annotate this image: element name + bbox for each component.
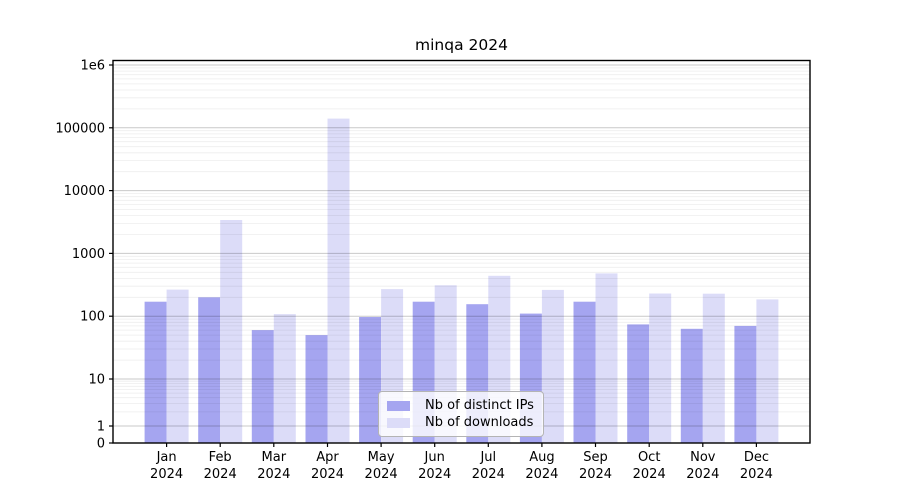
legend-swatch-downloads [387, 417, 410, 428]
bar-downloads-nov [702, 293, 725, 443]
x-tick-label-month: May [368, 450, 395, 465]
legend-swatch-distinct-ips [387, 400, 410, 411]
y-tick-label: 1 [97, 420, 105, 435]
x-tick-label-month: Sep [583, 450, 608, 465]
bar-downloads-jan [166, 289, 189, 443]
y-tick-label: 1000 [72, 247, 105, 262]
x-tick-label-month: Feb [209, 450, 232, 465]
legend-label-downloads: Nb of downloads [425, 415, 534, 430]
x-tick-label-year: 2024 [204, 467, 237, 482]
x-tick-label-month: Apr [316, 450, 339, 465]
legend: Nb of distinct IPs Nb of downloads [378, 391, 544, 437]
legend-label-distinct-ips: Nb of distinct IPs [425, 398, 534, 413]
y-tick-label: 0 [97, 437, 105, 452]
bar-downloads-mar [273, 314, 296, 443]
x-axis: Jan 2024 Feb 2024 Mar 2024 Apr 2024 May 2024 Jun 20… [150, 443, 773, 482]
major-gridlines [113, 64, 810, 427]
x-tick-label-month: Jul [479, 450, 496, 465]
x-tick-label-year: 2024 [740, 467, 773, 482]
x-tick-label-month: Dec [744, 450, 769, 465]
x-tick-label-year: 2024 [150, 467, 183, 482]
legend-item-downloads: Nb of downloads [387, 415, 535, 430]
y-axis: 0 1 10 100 1000 10000 100000 1e6 [55, 59, 113, 452]
x-tick-label-year: 2024 [525, 467, 558, 482]
y-tick-label: 10000 [64, 184, 105, 199]
bar-distinct-ips-nov [680, 328, 703, 443]
y-tick-label: 100000 [55, 121, 105, 136]
legend-item-distinct-ips: Nb of distinct IPs [387, 398, 535, 413]
bar-downloads-oct [649, 293, 672, 443]
chart-title: minqa 2024 [415, 36, 508, 54]
x-tick-label-month: Nov [690, 450, 716, 465]
bar-downloads-sep [595, 273, 618, 443]
y-tick-label: 100 [80, 310, 105, 325]
x-tick-label-month: Jun [424, 450, 445, 465]
minor-gridlines [113, 67, 810, 413]
x-tick-label-year: 2024 [311, 467, 344, 482]
bar-distinct-ips-oct [627, 324, 650, 443]
bar-downloads-dec [756, 299, 779, 443]
x-tick-label-year: 2024 [633, 467, 666, 482]
x-tick-label-year: 2024 [579, 467, 612, 482]
x-tick-label-year: 2024 [365, 467, 398, 482]
bar-distinct-ips-feb [198, 297, 221, 443]
bar-downloads-aug [541, 289, 564, 443]
bar-downloads-apr [327, 118, 350, 443]
y-tick-label: 1e6 [80, 59, 105, 74]
x-tick-label-year: 2024 [418, 467, 451, 482]
x-tick-label-month: Aug [529, 450, 554, 465]
bar-distinct-ips-sep [573, 301, 596, 443]
bar-downloads-feb [220, 220, 243, 443]
y-tick-label: 10 [88, 373, 105, 388]
bar-distinct-ips-may [359, 317, 382, 443]
x-tick-label-month: Mar [262, 450, 287, 465]
bar-distinct-ips-mar [251, 330, 274, 443]
bar-distinct-ips-jan [144, 301, 167, 443]
x-tick-label-year: 2024 [686, 467, 719, 482]
plot-border [112, 59, 811, 444]
bar-distinct-ips-dec [734, 325, 757, 443]
x-tick-label-year: 2024 [472, 467, 505, 482]
x-tick-label-month: Oct [638, 450, 660, 465]
bar-distinct-ips-apr [305, 335, 328, 443]
x-tick-label-month: Jan [156, 450, 177, 465]
x-tick-label-year: 2024 [257, 467, 290, 482]
